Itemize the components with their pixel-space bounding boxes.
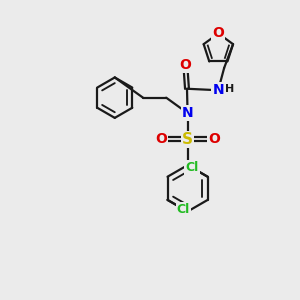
Text: Cl: Cl [176, 203, 190, 216]
Text: Cl: Cl [185, 160, 199, 174]
Text: O: O [180, 58, 191, 72]
Text: H: H [225, 84, 234, 94]
Text: N: N [182, 106, 194, 120]
Text: N: N [212, 83, 224, 97]
Text: O: O [155, 132, 167, 146]
Text: O: O [208, 132, 220, 146]
Text: S: S [182, 132, 193, 147]
Text: O: O [212, 26, 224, 40]
